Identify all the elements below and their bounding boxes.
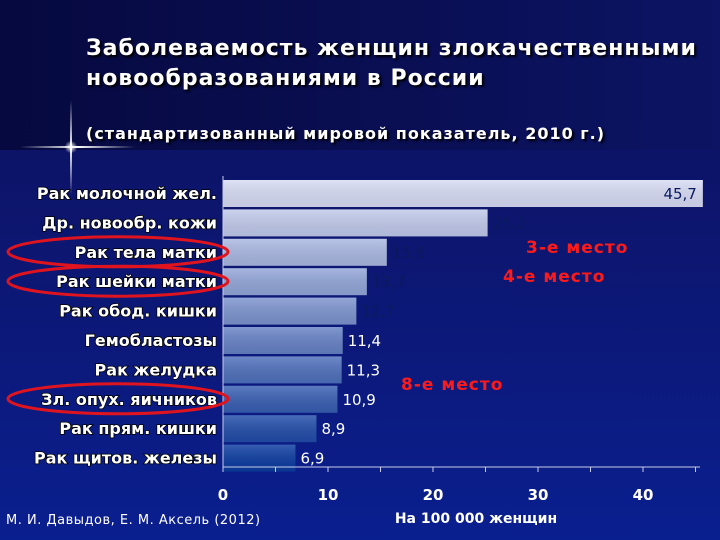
page-subtitle: (стандартизованный мировой показатель, 2… bbox=[86, 124, 606, 143]
category-label: Рак прям. кишки bbox=[59, 419, 217, 438]
x-tick-label: 40 bbox=[633, 486, 654, 504]
value-label: 15,6 bbox=[392, 244, 425, 262]
bar-shade bbox=[223, 385, 338, 413]
bar-shade bbox=[223, 268, 367, 296]
category-label: Рак молочной жел. bbox=[37, 184, 217, 203]
highlight-ellipse bbox=[6, 382, 230, 416]
value-label: 8,9 bbox=[321, 420, 345, 438]
category-label: Рак щитов. железы bbox=[34, 449, 217, 468]
annotations-layer: 3-е место 4-е место 8-е место bbox=[6, 235, 628, 416]
bar-shade bbox=[223, 356, 342, 384]
highlight-ellipse bbox=[6, 264, 230, 298]
value-label: 10,9 bbox=[342, 391, 375, 409]
page-title: Заболеваемость женщин злокачественными н… bbox=[86, 36, 697, 91]
bar-shade bbox=[223, 238, 387, 266]
x-tick-label: 0 bbox=[218, 486, 228, 504]
category-label: Гемобластозы bbox=[85, 331, 217, 350]
x-tick-label: 30 bbox=[528, 486, 549, 504]
bar-shade bbox=[223, 180, 703, 207]
bar-shade bbox=[223, 209, 488, 237]
bars-layer: 45,7 Рак молочной жел. 25,2 Др. новообр. ко… bbox=[33, 180, 703, 472]
rank-annotation: 8-е место bbox=[401, 375, 503, 395]
x-tick-label: 10 bbox=[318, 486, 339, 504]
bar-shade bbox=[223, 415, 317, 443]
value-label: 11,4 bbox=[348, 332, 381, 350]
category-label: Др. новообр. кожи bbox=[42, 213, 217, 232]
category-label: Зл. опух. яичников bbox=[41, 390, 217, 409]
source-citation: М. И. Давыдов, Е. М. Аксель (2012) bbox=[6, 513, 261, 528]
bar-shade bbox=[223, 297, 357, 325]
bar-shade bbox=[223, 444, 296, 472]
rank-annotation: 3-е место bbox=[526, 238, 628, 258]
value-label: 6,9 bbox=[300, 450, 324, 468]
value-label: 13,7 bbox=[372, 273, 405, 291]
category-label: Рак шейки матки bbox=[56, 272, 217, 291]
rank-annotation: 4-е место bbox=[503, 267, 605, 287]
value-label: 11,3 bbox=[347, 361, 380, 379]
x-axis-label: На 100 000 женщин bbox=[395, 511, 557, 527]
sparkle-core bbox=[64, 141, 78, 153]
x-axis: 0 10 20 30 40 На 100 000 женщин bbox=[218, 176, 700, 527]
header-band bbox=[0, 0, 720, 150]
value-label: 45,7 bbox=[663, 185, 696, 203]
category-label: Рак желудка bbox=[95, 360, 217, 379]
x-tick-label: 20 bbox=[423, 486, 444, 504]
category-label: Рак тела матки bbox=[75, 243, 217, 262]
value-label: 12,7 bbox=[361, 303, 394, 321]
bar-shade bbox=[223, 327, 343, 354]
value-label: 25,2 bbox=[493, 214, 526, 232]
category-label: Рак обод. кишки bbox=[59, 302, 217, 321]
